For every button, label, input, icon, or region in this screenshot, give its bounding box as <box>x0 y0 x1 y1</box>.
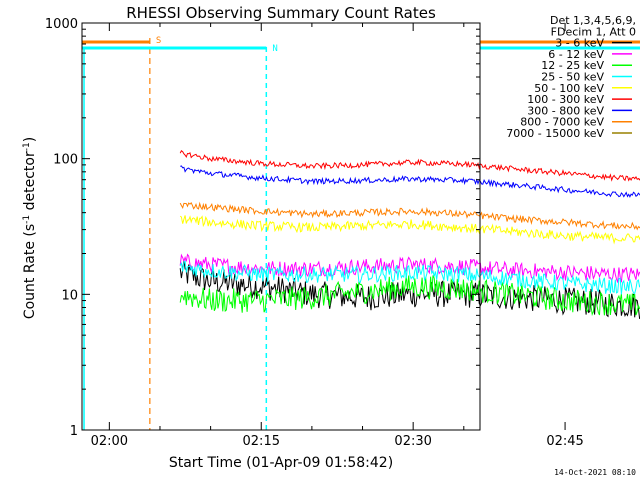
footer-timestamp: 14-Oct-2021 08:10 <box>554 468 636 477</box>
legend-label-0: 3 - 6 keV <box>555 37 604 50</box>
legend-label-8: 7000 - 15000 keV <box>506 127 604 140</box>
y-tick-label-3: 1000 <box>45 17 78 32</box>
legend-header-1: FDecim 1, Att 0 <box>551 25 636 38</box>
series-4-line <box>179 215 640 245</box>
series-1-line <box>179 253 640 283</box>
series-layer <box>179 150 640 319</box>
y-tick-label-1: 10 <box>61 288 78 303</box>
legend-label-7: 800 - 7000 keV <box>520 116 604 129</box>
legend-label-6: 300 - 800 keV <box>527 104 604 117</box>
series-6-line <box>180 165 640 198</box>
x-axis-label: Start Time (01-Apr-09 01:58:42) <box>169 455 393 471</box>
x-tick-label-1: 02:15 <box>243 434 280 449</box>
legend-label-1: 6 - 12 keV <box>548 48 604 61</box>
night-label: N <box>272 44 277 54</box>
axes-layer: 02:0002:1502:3002:4503:0003:1503:3011010… <box>45 17 584 449</box>
legend-label-5: 100 - 300 keV <box>527 93 604 106</box>
series-7-line <box>179 201 640 231</box>
x-tick-label-2: 02:30 <box>394 434 431 449</box>
annotation-layer: SN <box>82 36 640 430</box>
chart-title: RHESSI Observing Summary Count Rates <box>126 4 436 22</box>
y-tick-label-0: 1 <box>70 424 78 439</box>
legend-label-3: 25 - 50 keV <box>541 71 604 84</box>
series-3-line <box>179 260 640 295</box>
legend-header-0: Det 1,3,4,5,6,9, <box>550 14 636 27</box>
legend-label-2: 12 - 25 keV <box>541 59 604 72</box>
series-2-line <box>179 275 640 317</box>
series-5-line <box>179 150 640 182</box>
legend: Det 1,3,4,5,6,9,FDecim 1, Att 03 - 6 keV… <box>506 14 636 140</box>
legend-label-4: 50 - 100 keV <box>534 82 604 95</box>
y-tick-label-2: 100 <box>53 153 78 168</box>
x-tick-label-0: 02:00 <box>91 434 128 449</box>
plot-frame <box>81 22 481 431</box>
y-axis-label: Count Rate (s-1 detector-1) <box>22 137 38 319</box>
saa-label: S <box>156 36 161 46</box>
x-tick-label-3: 02:45 <box>546 434 583 449</box>
